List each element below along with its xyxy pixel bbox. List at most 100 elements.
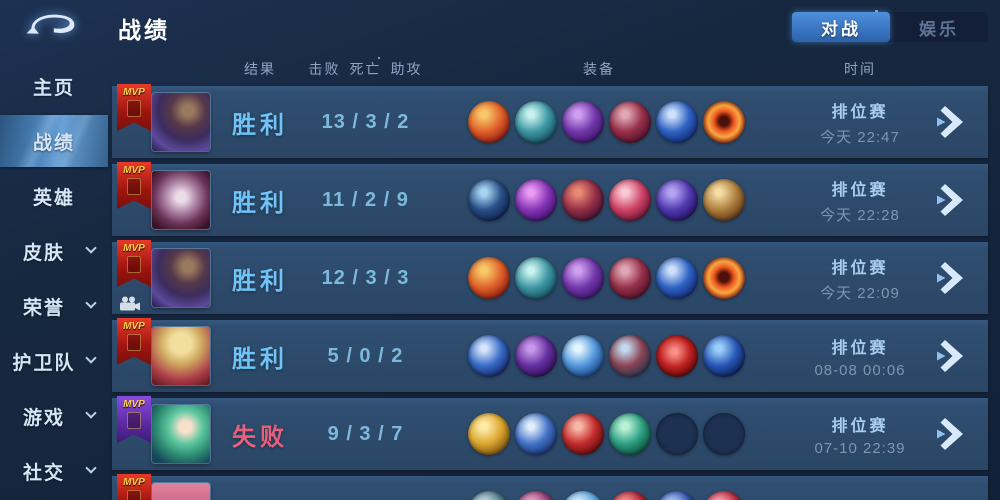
item-icon — [656, 101, 698, 143]
item-icon — [468, 257, 510, 299]
item-icon — [703, 413, 745, 455]
mvp-label: MVP — [123, 165, 145, 176]
item-icon — [468, 491, 510, 500]
chevron-down-icon — [85, 407, 97, 419]
time-column: 排位赛 今天 22:09 — [780, 242, 940, 314]
table-header: 结果 击败 死亡 助攻 装备 时间 — [112, 55, 988, 83]
mvp-badge: MVP — [117, 162, 151, 209]
match-row[interactable]: MVP 失败 9 / 3 / 7 排位赛 07-10 22:39 — [112, 396, 988, 470]
match-type: 排位赛 — [831, 103, 889, 121]
sidebar-item-social[interactable]: 社交 — [0, 445, 108, 497]
item-icon — [562, 101, 604, 143]
back-swoosh-icon[interactable] — [22, 10, 80, 43]
item-icon — [562, 413, 604, 455]
mvp-emblem — [127, 334, 141, 351]
header-equipment: 装备 — [583, 61, 615, 77]
kda-score — [303, 476, 428, 500]
match-result: 失败 — [232, 423, 288, 451]
item-icon — [515, 413, 557, 455]
match-time: 07-10 22:39 — [814, 439, 906, 457]
chevron-down-icon — [85, 352, 97, 364]
hero-avatar[interactable] — [152, 93, 210, 151]
match-row[interactable]: MVP 胜利 11 / 2 / 9 排位赛 今天 22:28 — [112, 162, 988, 236]
item-icon — [656, 335, 698, 377]
sidebar-item-guard-team[interactable]: 护卫队 — [0, 335, 108, 387]
item-icon — [468, 335, 510, 377]
mvp-label: MVP — [123, 321, 145, 332]
item-icon — [515, 101, 557, 143]
header-assists: 助攻 — [390, 61, 423, 77]
match-time: 今天 22:47 — [820, 128, 900, 146]
mvp-emblem — [127, 178, 141, 195]
match-result: 胜利 — [232, 345, 288, 373]
equipment-list — [468, 179, 745, 221]
item-icon — [609, 179, 651, 221]
item-icon — [656, 413, 698, 455]
equipment-list — [468, 335, 745, 377]
item-icon — [562, 257, 604, 299]
mvp-emblem — [127, 256, 141, 273]
item-icon — [609, 101, 651, 143]
match-time: 今天 22:28 — [820, 206, 900, 224]
sidebar-item-records[interactable]: 战绩 — [0, 115, 108, 167]
hero-avatar[interactable] — [152, 327, 210, 385]
item-icon — [515, 179, 557, 221]
sidebar-item-heroes[interactable]: 英雄 — [0, 170, 108, 222]
sidebar-item-honor[interactable]: 荣誉 — [0, 280, 108, 332]
header-result: 结果 — [244, 61, 276, 77]
match-row[interactable]: MVP — [112, 474, 988, 500]
kda-score: 5 / 0 / 2 — [327, 344, 404, 367]
item-icon — [703, 335, 745, 377]
kda-score: 9 / 3 / 7 — [327, 422, 404, 445]
mvp-label: MVP — [123, 399, 145, 410]
detail-chevron-icon[interactable] — [934, 339, 968, 373]
match-row[interactable]: MVP 胜利 5 / 0 / 2 排位赛 08-08 00:06 — [112, 318, 988, 392]
match-type: 排位赛 — [831, 181, 889, 199]
mode-tab-group: 对战 娱乐 — [792, 12, 988, 42]
star-speck — [378, 57, 380, 59]
chevron-down-icon — [85, 242, 97, 254]
item-icon — [656, 491, 698, 500]
mvp-badge: MVP — [117, 318, 151, 365]
hero-avatar[interactable] — [152, 171, 210, 229]
header-deaths: 死亡 — [349, 61, 382, 77]
match-row[interactable]: MVP 胜利 13 / 3 / 2 排位赛 今天 22:47 — [112, 84, 988, 158]
hero-avatar[interactable] — [152, 405, 210, 463]
sidebar-item-skins[interactable]: 皮肤 — [0, 225, 108, 277]
match-row[interactable]: MVP 胜利 12 / 3 / 3 排位赛 今天 22:09 — [112, 240, 988, 314]
match-type: 排位赛 — [831, 339, 889, 357]
sidebar-item-game[interactable]: 游戏 — [0, 390, 108, 442]
match-time: 今天 22:09 — [820, 284, 900, 302]
tab-entertainment[interactable]: 娱乐 — [919, 19, 959, 39]
item-icon — [703, 101, 745, 143]
tab-pvp[interactable]: 对战 — [792, 12, 890, 42]
sidebar-item-label: 皮肤 — [22, 242, 65, 264]
mvp-emblem — [127, 490, 141, 500]
hero-avatar[interactable] — [152, 249, 210, 307]
kda-score: 11 / 2 / 9 — [322, 188, 409, 211]
sidebar: 主页 战绩 英雄 皮肤 荣誉 护卫队 游戏 社交 — [0, 0, 108, 500]
match-type: 排位赛 — [831, 417, 889, 435]
kda-score: 13 / 3 / 2 — [321, 110, 410, 133]
item-icon — [656, 179, 698, 221]
item-icon — [515, 257, 557, 299]
time-column — [780, 476, 940, 500]
detail-chevron-icon[interactable] — [934, 105, 968, 139]
detail-chevron-icon[interactable] — [934, 261, 968, 295]
detail-chevron-icon[interactable] — [934, 183, 968, 217]
equipment-list — [468, 101, 745, 143]
chevron-down-icon — [85, 297, 97, 309]
detail-chevron-icon[interactable] — [934, 417, 968, 451]
item-icon — [515, 491, 557, 500]
equipment-list — [468, 257, 745, 299]
sidebar-item-home[interactable]: 主页 — [0, 60, 108, 112]
page-title: 战绩 — [118, 17, 170, 43]
sidebar-item-label: 英雄 — [32, 187, 75, 209]
item-icon — [609, 257, 651, 299]
hero-avatar[interactable] — [152, 483, 210, 500]
replay-camera-icon[interactable] — [119, 296, 141, 311]
item-icon — [609, 491, 651, 500]
time-column: 排位赛 07-10 22:39 — [780, 398, 940, 470]
mvp-label: MVP — [123, 87, 145, 98]
kda-score: 12 / 3 / 3 — [321, 266, 410, 289]
